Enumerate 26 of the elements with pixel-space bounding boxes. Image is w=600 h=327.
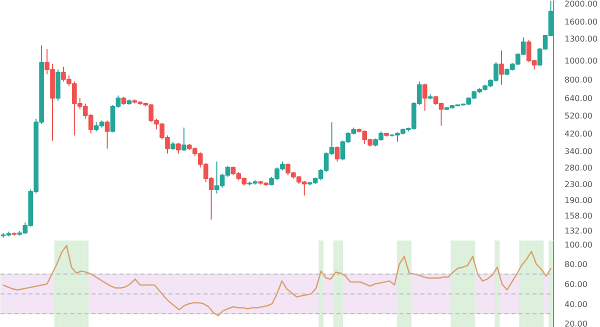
y-tick-label: 60.00 — [564, 280, 588, 289]
y-tick-label: 132.00 — [564, 226, 592, 236]
y-tick-label: 20.00 — [564, 320, 588, 327]
y-tick-label: 100.00 — [564, 240, 592, 250]
y-tick-label: 40.00 — [564, 300, 588, 309]
y-tick-label: 2000.00 — [564, 0, 598, 8]
y-tick-label: 280.00 — [564, 163, 592, 172]
candlestick — [104, 120, 110, 150]
y-tick-label: 158.00 — [564, 211, 592, 220]
y-tick-label: 640.00 — [564, 94, 592, 104]
y-tick-label: 190.00 — [564, 196, 592, 205]
y-tick-label: 520.00 — [564, 111, 592, 120]
candlestick — [499, 50, 504, 86]
candlestick — [176, 142, 181, 154]
candlestick — [182, 127, 186, 152]
y-tick-label: 1600.00 — [564, 17, 598, 26]
y-tick-label: 230.00 — [564, 180, 592, 189]
candlestick — [422, 83, 428, 112]
y-tick-label: 80.00 — [564, 260, 588, 270]
y-tick-label: 1300.00 — [564, 34, 598, 44]
y-tick-label: 420.00 — [564, 129, 592, 138]
line-series — [2, 244, 552, 316]
y-tick-label: 340.00 — [564, 147, 592, 156]
y-tick-label: 1000.00 — [564, 56, 598, 66]
y-tick-label: 800.00 — [564, 75, 592, 84]
candlestick — [334, 146, 340, 162]
